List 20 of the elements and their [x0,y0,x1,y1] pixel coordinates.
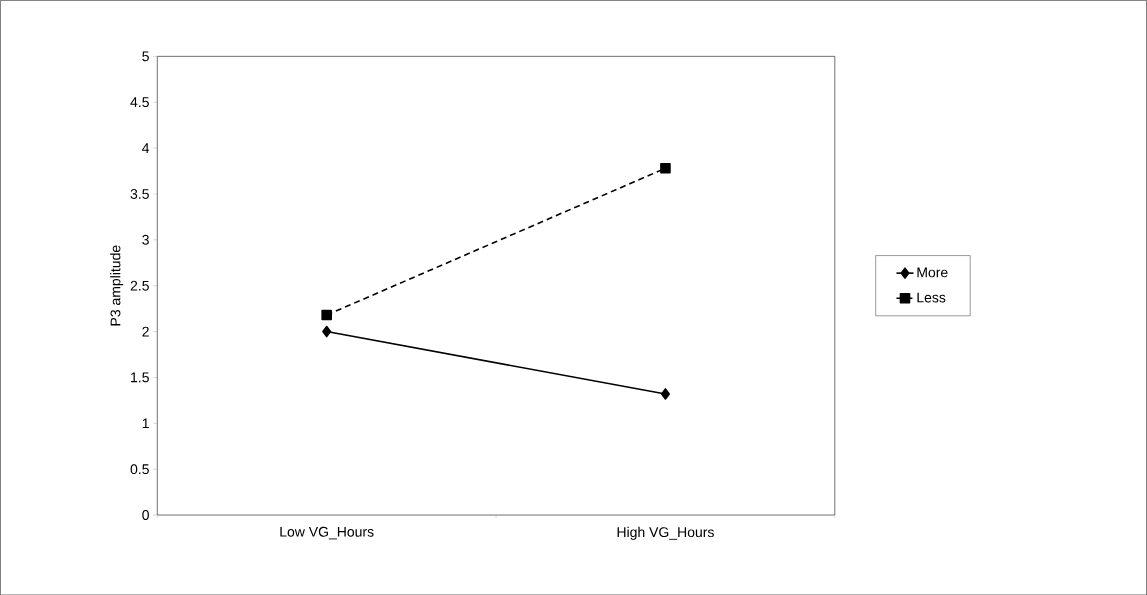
y-tick-label: 4.5 [130,97,149,107]
y-tick-label: 2 [142,326,149,337]
point [321,309,332,321]
y-axis-title: P3 amplitude [110,245,124,326]
y-tick-label: 1.5 [131,372,149,383]
point [322,325,332,338]
point [660,162,671,174]
y-tick-label: 4 [142,143,150,153]
legend-label: More [917,267,948,278]
point [660,387,670,400]
x-tick-label: High VG_Hours [617,526,714,540]
y-tick-label: 5 [142,51,149,62]
y-tick-label: 0 [142,509,149,520]
y-tick-label: 3 [142,234,149,245]
legend-label: Less [917,292,946,303]
y-tick-label: 3.5 [130,188,149,199]
y-tick-label: 0.5 [130,464,149,474]
y-tick-label: 2.5 [130,280,149,291]
x-tick-label: Low VG_Hours [280,526,374,540]
y-tick-label: 1 [142,418,149,428]
